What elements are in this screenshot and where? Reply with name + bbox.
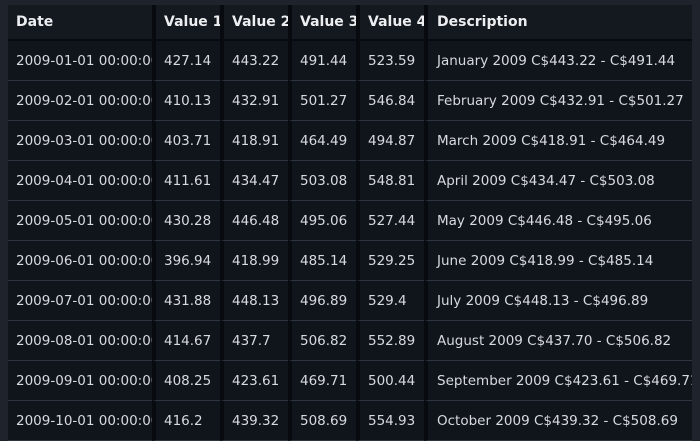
cell-value1: 427.14 [152, 41, 220, 81]
column-header-date: Date [8, 5, 152, 41]
cell-date: 2009-06-01 00:00:00 [8, 241, 152, 281]
cell-value1: 414.67 [152, 321, 220, 361]
cell-date: 2009-03-01 00:00:00 [8, 121, 152, 161]
cell-value3: 501.27 [288, 81, 356, 121]
cell-value1: 403.71 [152, 121, 220, 161]
column-header-value4: Value 4 [356, 5, 424, 41]
cell-date: 2009-02-01 00:00:00 [8, 81, 152, 121]
cell-value3: 508.69 [288, 401, 356, 441]
cell-value1: 416.2 [152, 401, 220, 441]
table-row: 2009-10-01 00:00:00 416.2 439.32 508.69 … [8, 401, 692, 441]
table-body: 2009-01-01 00:00:00 427.14 443.22 491.44… [8, 41, 692, 441]
cell-value2: 434.47 [220, 161, 288, 201]
cell-value2: 432.91 [220, 81, 288, 121]
cell-description: August 2009 C$437.70 - C$506.82 [424, 321, 692, 361]
cell-description: October 2009 C$439.32 - C$508.69 [424, 401, 692, 441]
cell-value4: 523.59 [356, 41, 424, 81]
cell-value2: 437.7 [220, 321, 288, 361]
cell-value2: 418.91 [220, 121, 288, 161]
table-row: 2009-07-01 00:00:00 431.88 448.13 496.89… [8, 281, 692, 321]
cell-value1: 410.13 [152, 81, 220, 121]
cell-value3: 464.49 [288, 121, 356, 161]
cell-value4: 552.89 [356, 321, 424, 361]
cell-value2: 423.61 [220, 361, 288, 401]
table-row: 2009-06-01 00:00:00 396.94 418.99 485.14… [8, 241, 692, 281]
column-header-description: Description [424, 5, 692, 41]
cell-date: 2009-01-01 00:00:00 [8, 41, 152, 81]
table-row: 2009-08-01 00:00:00 414.67 437.7 506.82 … [8, 321, 692, 361]
cell-value4: 494.87 [356, 121, 424, 161]
cell-date: 2009-08-01 00:00:00 [8, 321, 152, 361]
cell-value4: 548.81 [356, 161, 424, 201]
cell-description: February 2009 C$432.91 - C$501.27 [424, 81, 692, 121]
cell-value1: 411.61 [152, 161, 220, 201]
cell-value3: 495.06 [288, 201, 356, 241]
cell-description: September 2009 C$423.61 - C$469.71 [424, 361, 692, 401]
cell-date: 2009-09-01 00:00:00 [8, 361, 152, 401]
cell-value2: 443.22 [220, 41, 288, 81]
table-row: 2009-04-01 00:00:00 411.61 434.47 503.08… [8, 161, 692, 201]
cell-value2: 439.32 [220, 401, 288, 441]
cell-value4: 529.25 [356, 241, 424, 281]
cell-date: 2009-04-01 00:00:00 [8, 161, 152, 201]
cell-value4: 554.93 [356, 401, 424, 441]
table-header: Date Value 1 Value 2 Value 3 Value 4 Des… [8, 5, 692, 41]
table-row: 2009-09-01 00:00:00 408.25 423.61 469.71… [8, 361, 692, 401]
cell-value1: 396.94 [152, 241, 220, 281]
cell-value3: 469.71 [288, 361, 356, 401]
column-header-value3: Value 3 [288, 5, 356, 41]
column-header-value1: Value 1 [152, 5, 220, 41]
cell-value4: 527.44 [356, 201, 424, 241]
cell-value4: 529.4 [356, 281, 424, 321]
table-row: 2009-05-01 00:00:00 430.28 446.48 495.06… [8, 201, 692, 241]
cell-description: March 2009 C$418.91 - C$464.49 [424, 121, 692, 161]
cell-date: 2009-07-01 00:00:00 [8, 281, 152, 321]
header-row: Date Value 1 Value 2 Value 3 Value 4 Des… [8, 5, 692, 41]
cell-description: January 2009 C$443.22 - C$491.44 [424, 41, 692, 81]
cell-value3: 496.89 [288, 281, 356, 321]
cell-value2: 418.99 [220, 241, 288, 281]
table-panel: Date Value 1 Value 2 Value 3 Value 4 Des… [8, 5, 692, 441]
cell-value4: 546.84 [356, 81, 424, 121]
cell-value3: 503.08 [288, 161, 356, 201]
cell-date: 2009-10-01 00:00:00 [8, 401, 152, 441]
cell-date: 2009-05-01 00:00:00 [8, 201, 152, 241]
cell-value4: 500.44 [356, 361, 424, 401]
cell-value3: 485.14 [288, 241, 356, 281]
cell-value1: 431.88 [152, 281, 220, 321]
cell-value3: 491.44 [288, 41, 356, 81]
cell-value1: 408.25 [152, 361, 220, 401]
cell-description: June 2009 C$418.99 - C$485.14 [424, 241, 692, 281]
table-row: 2009-02-01 00:00:00 410.13 432.91 501.27… [8, 81, 692, 121]
cell-description: July 2009 C$448.13 - C$496.89 [424, 281, 692, 321]
cell-description: April 2009 C$434.47 - C$503.08 [424, 161, 692, 201]
data-table: Date Value 1 Value 2 Value 3 Value 4 Des… [8, 5, 692, 441]
cell-value3: 506.82 [288, 321, 356, 361]
cell-value1: 430.28 [152, 201, 220, 241]
cell-value2: 448.13 [220, 281, 288, 321]
cell-description: May 2009 C$446.48 - C$495.06 [424, 201, 692, 241]
column-header-value2: Value 2 [220, 5, 288, 41]
cell-value2: 446.48 [220, 201, 288, 241]
table-row: 2009-03-01 00:00:00 403.71 418.91 464.49… [8, 121, 692, 161]
table-row: 2009-01-01 00:00:00 427.14 443.22 491.44… [8, 41, 692, 81]
